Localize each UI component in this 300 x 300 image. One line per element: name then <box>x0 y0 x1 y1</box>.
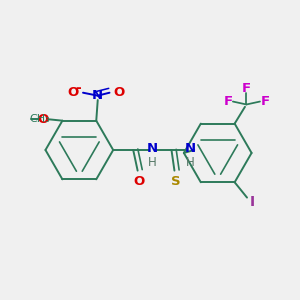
Text: F: F <box>242 82 251 95</box>
Text: I: I <box>250 195 255 209</box>
Text: H: H <box>148 157 157 169</box>
Text: -: - <box>76 81 82 95</box>
Text: N: N <box>92 89 103 102</box>
Text: O: O <box>68 85 79 99</box>
Text: N: N <box>147 142 158 155</box>
Text: H: H <box>186 157 195 169</box>
Text: O: O <box>133 175 144 188</box>
Text: O: O <box>114 85 125 99</box>
Text: O: O <box>38 113 49 126</box>
Text: CH₃: CH₃ <box>29 114 50 124</box>
Text: N: N <box>185 142 196 155</box>
Text: F: F <box>223 95 232 108</box>
Text: S: S <box>170 175 180 188</box>
Text: F: F <box>260 95 269 108</box>
